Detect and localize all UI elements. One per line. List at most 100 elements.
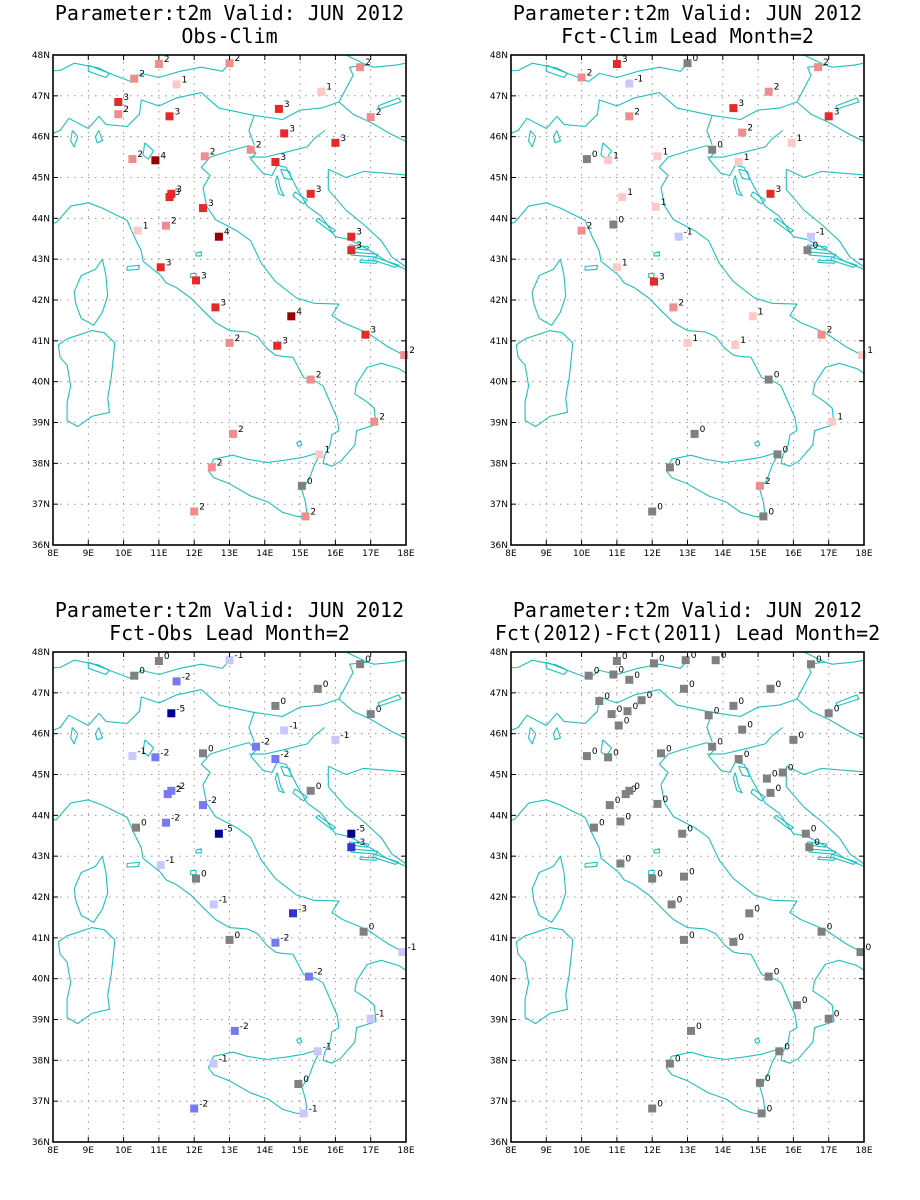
lon-tick-label: 14E — [256, 1146, 273, 1156]
coastline-border2 — [511, 659, 688, 680]
coastline-trasimeno — [195, 251, 202, 257]
station-marker — [366, 113, 375, 122]
station-value-label: 0 — [164, 652, 170, 662]
coastline-layer — [511, 652, 864, 1114]
station-value-label: 2 — [587, 69, 593, 79]
station-value-label: 0 — [323, 680, 329, 690]
station-marker — [637, 696, 646, 705]
station-marker — [680, 935, 688, 944]
station-marker — [199, 749, 207, 758]
station-value-label: 1 — [744, 153, 750, 163]
station-marker — [653, 799, 662, 808]
lat-tick-label: 48N — [490, 648, 508, 658]
station-marker — [609, 220, 618, 229]
station-value-label: 3 — [776, 185, 782, 195]
station-marker — [618, 193, 627, 202]
station-value-label: 2 — [123, 105, 129, 115]
station-marker — [214, 232, 223, 241]
station-value-label: 0 — [772, 770, 778, 780]
station-marker — [773, 450, 782, 459]
station-value-label: 3 — [280, 153, 286, 163]
station-value-label: 0 — [738, 697, 744, 707]
coastline-trasimeno — [653, 848, 660, 854]
station-value-label: 0 — [592, 150, 598, 160]
station-marker — [764, 375, 773, 384]
station-marker — [190, 1104, 199, 1113]
lat-tick-label: 43N — [32, 255, 50, 265]
lon-tick-label: 9E — [541, 549, 553, 559]
station-value-label: 0 — [744, 750, 750, 760]
coastline-sardinia — [57, 927, 116, 1025]
coastline-korcula — [817, 259, 837, 264]
station-value-label: -1 — [235, 651, 244, 661]
gridlines — [53, 55, 406, 545]
station-marker — [211, 303, 220, 312]
station-marker — [674, 232, 683, 241]
station-value-label: 0 — [592, 747, 598, 757]
station-marker — [803, 246, 812, 255]
station-value-label: 2 — [210, 147, 216, 157]
station-marker — [192, 276, 200, 285]
station-marker — [366, 1014, 375, 1023]
coastline-border6 — [327, 169, 406, 268]
station-marker — [590, 823, 598, 832]
station-marker — [729, 104, 738, 113]
station-marker — [690, 429, 699, 438]
station-value-label: 2 — [823, 58, 829, 68]
station-value-label: 0 — [866, 943, 872, 953]
panel-subtitle: Obs-Clim — [181, 24, 277, 48]
coastline-lakeConstance — [87, 64, 111, 79]
station-marker — [209, 900, 218, 909]
station-marker — [755, 481, 764, 490]
station-value-label: -2 — [314, 968, 323, 978]
station-marker — [199, 801, 207, 810]
lat-tick-label: 44N — [490, 214, 508, 224]
coastline-border8 — [796, 661, 826, 700]
station-marker — [650, 659, 658, 668]
axis-ticks: 8E 9E 10E 11E 12E 13E 14E 15E 16E 17E 18E 36N 37N 38N… — [32, 51, 415, 559]
station-marker — [704, 711, 713, 720]
coastline-lipari — [296, 440, 303, 447]
station-value-label: 0 — [604, 692, 610, 702]
lon-tick-label: 11E — [608, 549, 625, 559]
coastline-border4 — [706, 727, 784, 755]
station-value-label: 4 — [224, 228, 230, 238]
station-value-label: 2 — [379, 413, 385, 423]
coastline-peljesac — [371, 853, 400, 865]
lon-tick-label: 17E — [820, 549, 837, 559]
station-value-label: 0 — [784, 1042, 790, 1052]
station-marker — [764, 972, 773, 981]
station-marker — [167, 189, 176, 198]
lat-tick-label: 39N — [32, 1016, 50, 1026]
station-marker — [687, 1026, 695, 1035]
station-value-label: 2 — [587, 222, 593, 232]
coastline-border1 — [53, 92, 255, 145]
coastline-border4 — [248, 130, 326, 158]
coastline-border5 — [328, 765, 406, 776]
station-value-label: 0 — [798, 731, 804, 741]
station-value-label: 0 — [776, 784, 782, 794]
station-value-label: 0 — [776, 680, 782, 690]
station-marker — [400, 351, 409, 360]
lon-tick-label: 13E — [221, 1146, 238, 1156]
station-marker — [657, 749, 665, 758]
lon-tick-label: 10E — [573, 1146, 590, 1156]
station-marker — [766, 189, 775, 198]
coastline-lipari — [296, 1037, 303, 1044]
station-value-label: 3 — [738, 99, 744, 109]
station-value-label: 0 — [647, 691, 653, 701]
lon-tick-label: 10E — [573, 549, 590, 559]
station-marker — [801, 829, 810, 838]
lon-tick-label: 17E — [820, 1146, 837, 1156]
lon-tick-label: 11E — [150, 1146, 167, 1156]
station-value-label: 0 — [738, 933, 744, 943]
station-marker — [313, 1047, 322, 1056]
lat-tick-label: 38N — [490, 1056, 508, 1066]
coastline-border1 — [511, 689, 713, 742]
station-marker — [764, 87, 773, 96]
coastline-korcula — [817, 856, 837, 861]
coastline-border7 — [345, 55, 406, 68]
station-value-label: 0 — [834, 1010, 840, 1020]
lon-tick-label: 12E — [186, 1146, 203, 1156]
station-value-label: 1 — [837, 413, 843, 423]
